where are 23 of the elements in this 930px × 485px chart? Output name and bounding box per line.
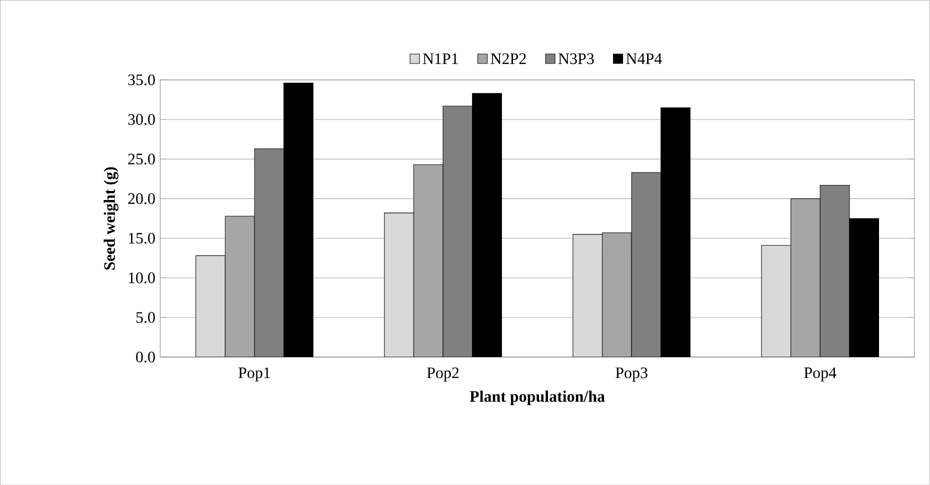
y-tick-label: 25.0 [128, 154, 155, 164]
y-tick-label: 15.0 [128, 232, 155, 244]
x-axis-title: Plant population/ha [470, 390, 605, 405]
legend-label: N4P4 [626, 53, 662, 64]
y-tick-label: 10.0 [128, 272, 155, 284]
bar [196, 255, 226, 357]
bar [761, 245, 792, 357]
y-tick-label: 30.0 [128, 114, 155, 125]
y-axis-title: Seed weight (g) [104, 167, 118, 270]
legend-label: N1P1 [422, 53, 458, 64]
y-tick-label: 0.0 [136, 352, 155, 362]
x-tick-label: Pop2 [427, 367, 459, 382]
y-tick-label: 5.0 [136, 312, 155, 323]
legend-label: N2P2 [490, 53, 526, 64]
bar [572, 234, 603, 357]
bar [602, 232, 632, 357]
bar [384, 212, 414, 357]
y-tick-label: 20.0 [128, 193, 155, 204]
x-tick-label: Pop1 [238, 367, 270, 382]
y-tick-label: 35.0 [128, 74, 155, 86]
x-tick-label: Pop4 [804, 367, 836, 382]
x-tick-label: Pop3 [616, 367, 648, 382]
legend-label: N3P3 [558, 53, 594, 64]
